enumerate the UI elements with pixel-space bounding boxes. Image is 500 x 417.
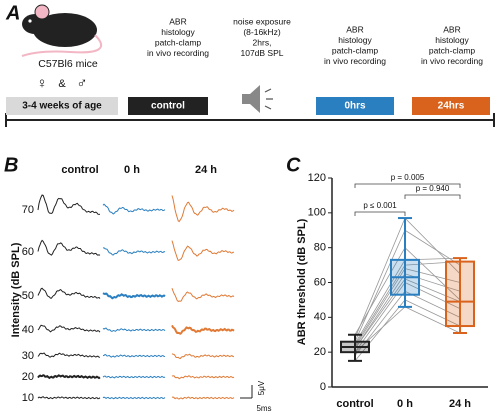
stage-label: 0hrs bbox=[344, 101, 366, 112]
waveform bbox=[102, 396, 166, 400]
significance-bracket bbox=[354, 183, 461, 188]
waveform bbox=[102, 203, 166, 215]
y-tick-label: 100 bbox=[308, 207, 326, 219]
procedure: histology bbox=[161, 27, 195, 37]
procedure: ABR bbox=[346, 24, 363, 34]
procedure: (8-16kHz) bbox=[243, 27, 280, 37]
waveform bbox=[37, 374, 101, 380]
waveform bbox=[37, 396, 101, 400]
y-tick-label: 0 bbox=[320, 381, 326, 393]
p-value: p = 0.005 bbox=[391, 173, 425, 182]
age: 3-4 weeks of age bbox=[22, 101, 102, 112]
waveform bbox=[37, 194, 101, 215]
x-tick-label: 24 h bbox=[449, 398, 471, 410]
waveform bbox=[171, 288, 235, 302]
column-header: 24 h bbox=[195, 164, 217, 176]
strain: C57Bl6 mice bbox=[38, 58, 98, 70]
waveform bbox=[102, 327, 166, 332]
stage-label: control bbox=[151, 101, 185, 112]
significance-bracket bbox=[404, 194, 461, 199]
y-tick-label: 60 bbox=[314, 276, 326, 288]
p-value: p ≤ 0.001 bbox=[363, 201, 397, 210]
procedure: histology bbox=[338, 35, 372, 45]
male: ♂ bbox=[76, 75, 87, 92]
panel-label: C bbox=[286, 154, 301, 176]
and: & bbox=[58, 78, 66, 90]
y-axis-title: ABR threshold (dB SPL) bbox=[296, 218, 308, 345]
stage-box bbox=[128, 97, 208, 115]
waveform bbox=[102, 292, 166, 300]
waveform bbox=[37, 239, 101, 256]
age-box bbox=[6, 97, 118, 115]
mouse-icon bbox=[21, 4, 102, 57]
waveform bbox=[37, 324, 101, 333]
waveform bbox=[171, 240, 234, 261]
y-axis-title: Intensity (dB SPL) bbox=[10, 242, 22, 337]
y-tick-label: 80 bbox=[314, 242, 326, 254]
waveform bbox=[102, 375, 166, 379]
stage-box bbox=[412, 97, 490, 115]
waveform bbox=[171, 396, 235, 400]
level-label: 30 bbox=[22, 350, 34, 362]
scale-x: 5ms bbox=[256, 404, 271, 413]
stage-label: 24hrs bbox=[438, 101, 465, 112]
y-tick-label: 120 bbox=[308, 172, 326, 184]
waveforms: control 0 h 24 h 70 60 50 40 30 20 10 bbox=[22, 164, 235, 404]
speaker-icon bbox=[242, 85, 273, 113]
procedure: patch-clamp bbox=[155, 37, 202, 47]
box bbox=[445, 260, 475, 328]
procedure: 2hrs, bbox=[253, 37, 272, 47]
x-tick-label: 0 h bbox=[397, 398, 413, 410]
procedure: in vivo recording bbox=[324, 56, 386, 66]
p-value: p = 0.940 bbox=[416, 184, 450, 193]
procedure: patch-clamp bbox=[429, 45, 476, 55]
waveform bbox=[171, 324, 235, 335]
x-tick-label: control bbox=[336, 398, 373, 410]
procedure: histology bbox=[435, 35, 469, 45]
level-label: 60 bbox=[22, 246, 34, 258]
waveform bbox=[171, 353, 235, 360]
female: ♀ bbox=[36, 75, 47, 92]
procedure: ABR bbox=[443, 24, 460, 34]
column-header: 0 h bbox=[124, 164, 140, 176]
waveform bbox=[102, 353, 166, 358]
level-label: 20 bbox=[22, 371, 34, 383]
waveform bbox=[37, 287, 101, 299]
panel-label: B bbox=[4, 154, 18, 176]
column-header: control bbox=[61, 164, 98, 176]
waveform bbox=[37, 352, 101, 358]
procedure: noise exposure bbox=[233, 16, 291, 26]
waveform bbox=[171, 375, 235, 380]
y-tick-label: 20 bbox=[314, 346, 326, 358]
procedure: patch-clamp bbox=[332, 45, 379, 55]
stage-box bbox=[316, 97, 394, 115]
significance-bracket bbox=[354, 211, 406, 216]
panel-label: A bbox=[5, 2, 20, 24]
waveform bbox=[102, 247, 166, 256]
waveform bbox=[171, 195, 235, 223]
procedure: 107dB SPL bbox=[240, 48, 283, 58]
scale-y: 5μV bbox=[257, 380, 266, 395]
procedure: in vivo recording bbox=[147, 48, 209, 58]
level-label: 10 bbox=[22, 392, 34, 404]
level-label: 50 bbox=[22, 290, 34, 302]
subject-line bbox=[354, 306, 461, 353]
level-label: 40 bbox=[22, 324, 34, 336]
procedure: in vivo recording bbox=[421, 56, 483, 66]
timeline-stages: control 0hrs 24hrsABRhistologypatch-clampi… bbox=[128, 16, 490, 115]
y-tick-label: 40 bbox=[314, 311, 326, 323]
box-plot: 0 20 40 60 80 100 120 control 0 h 24 h p ≤ 0.001 p … bbox=[308, 172, 488, 410]
procedure: ABR bbox=[169, 16, 186, 26]
level-label: 70 bbox=[22, 204, 34, 216]
